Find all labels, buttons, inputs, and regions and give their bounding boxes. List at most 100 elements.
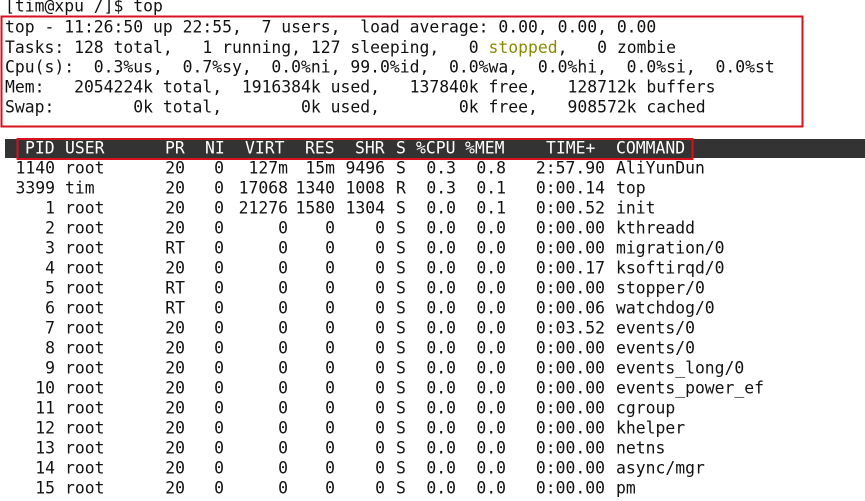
- summary-mem: Mem: 2054224k total, 1916384k used, 1378…: [5, 78, 716, 97]
- table-cell: root: [65, 239, 104, 258]
- table-cell: 21276: [239, 199, 288, 218]
- table-cell: 0: [375, 459, 385, 478]
- table-cell: 20: [165, 439, 185, 458]
- column-header: NI: [205, 139, 225, 158]
- table-cell: 0: [375, 379, 385, 398]
- table-cell: 1140: [16, 159, 55, 178]
- table-cell: 0: [375, 319, 385, 338]
- table-cell: 13: [35, 439, 55, 458]
- table-cell: events/0: [616, 339, 695, 358]
- table-cell: 0: [214, 439, 224, 458]
- table-cell: 0.0: [426, 419, 456, 438]
- table-cell: 20: [165, 319, 185, 338]
- table-cell: 0: [375, 259, 385, 278]
- table-cell: 0: [214, 319, 224, 338]
- table-cell: 0:00.00: [536, 239, 605, 258]
- table-cell: 0.0: [476, 259, 506, 278]
- table-cell: 1340: [296, 179, 335, 198]
- table-cell: S: [396, 219, 406, 238]
- table-cell: 0: [278, 259, 288, 278]
- table-cell: 20: [165, 219, 185, 238]
- table-cell: 0:00.00: [536, 339, 605, 358]
- table-cell: 0: [325, 419, 335, 438]
- table-cell: tim: [65, 179, 95, 198]
- table-cell: 0: [278, 419, 288, 438]
- table-cell: 0.3: [426, 159, 456, 178]
- table-cell: 0: [214, 159, 224, 178]
- table-cell: root: [65, 419, 104, 438]
- table-cell: root: [65, 379, 104, 398]
- table-cell: root: [65, 439, 104, 458]
- table-cell: 0: [325, 479, 335, 498]
- table-cell: 0.0: [476, 439, 506, 458]
- highlight-box: [16, 138, 694, 160]
- table-cell: 0: [325, 319, 335, 338]
- table-cell: 0:00.00: [536, 459, 605, 478]
- table-cell: 0.0: [426, 299, 456, 318]
- table-cell: 0: [278, 319, 288, 338]
- table-cell: S: [396, 379, 406, 398]
- table-cell: 0.1: [476, 199, 506, 218]
- table-cell: ksoftirqd/0: [616, 259, 725, 278]
- table-cell: root: [65, 199, 104, 218]
- table-cell: 0: [278, 279, 288, 298]
- tasks-stopped: stopped: [489, 38, 558, 57]
- column-header: RES: [305, 139, 335, 158]
- table-cell: 20: [165, 459, 185, 478]
- table-cell: watchdog/0: [616, 299, 715, 318]
- table-cell: 7: [45, 319, 55, 338]
- table-cell: 0: [214, 459, 224, 478]
- table-cell: S: [396, 199, 406, 218]
- table-header: PID USER PR NI VIRT RES SHR S %CPU %MEM TIME+ COMMA…: [25, 139, 685, 158]
- table-cell: 12: [35, 419, 55, 438]
- table-cell: 20: [165, 259, 185, 278]
- table-cell: 15m: [305, 159, 335, 178]
- table-cell: 2: [45, 219, 55, 238]
- table-cell: 4: [45, 259, 55, 278]
- table-cell: root: [65, 359, 104, 378]
- table-cell: 0: [325, 259, 335, 278]
- table-cell: S: [396, 299, 406, 318]
- column-header: VIRT: [245, 139, 285, 158]
- table-cell: 0.0: [426, 199, 456, 218]
- table-cell: 20: [165, 379, 185, 398]
- table-cell: khelper: [616, 419, 685, 438]
- table-cell: root: [65, 259, 104, 278]
- table-cell: 0:00.00: [536, 419, 605, 438]
- table-cell: 0.0: [426, 459, 456, 478]
- table-cell: 0.0: [476, 359, 506, 378]
- table-cell: 0: [278, 379, 288, 398]
- table-cell: 0.0: [476, 279, 506, 298]
- table-cell: cgroup: [616, 399, 675, 418]
- table-cell: 0: [375, 299, 385, 318]
- table-cell: RT: [165, 239, 185, 258]
- table-cell: 14: [35, 459, 55, 478]
- column-header: COMMAND: [616, 139, 685, 158]
- table-cell: root: [65, 299, 104, 318]
- table-cell: root: [65, 479, 104, 498]
- table-cell: 0: [375, 479, 385, 498]
- table-cell: events/0: [616, 319, 695, 338]
- table-cell: root: [65, 399, 104, 418]
- table-cell: 0: [375, 219, 385, 238]
- table-cell: 0:00.00: [536, 219, 605, 238]
- table-cell: S: [396, 479, 406, 498]
- table-cell: 0: [278, 219, 288, 238]
- table-cell: 0:00.52: [536, 199, 605, 218]
- table-cell: S: [396, 399, 406, 418]
- table-cell: 1304: [346, 199, 386, 218]
- prompt: [tim@xpu /]$ top: [5, 0, 163, 16]
- table-cell: 9: [45, 359, 55, 378]
- table-cell: netns: [616, 439, 665, 458]
- header-bar: [5, 139, 865, 158]
- table-cell: 0: [325, 399, 335, 418]
- summary-uptime: top - 11:26:50 up 22:55, 7 users, load a…: [5, 18, 656, 37]
- table-cell: 6: [45, 299, 55, 318]
- table-cell: stopper/0: [616, 279, 705, 298]
- table-cell: 0: [214, 479, 224, 498]
- table-cell: 0.0: [426, 479, 456, 498]
- table-cell: S: [396, 159, 406, 178]
- table-cell: 0: [278, 399, 288, 418]
- column-header: S: [396, 139, 406, 158]
- table-cell: 0: [214, 239, 224, 258]
